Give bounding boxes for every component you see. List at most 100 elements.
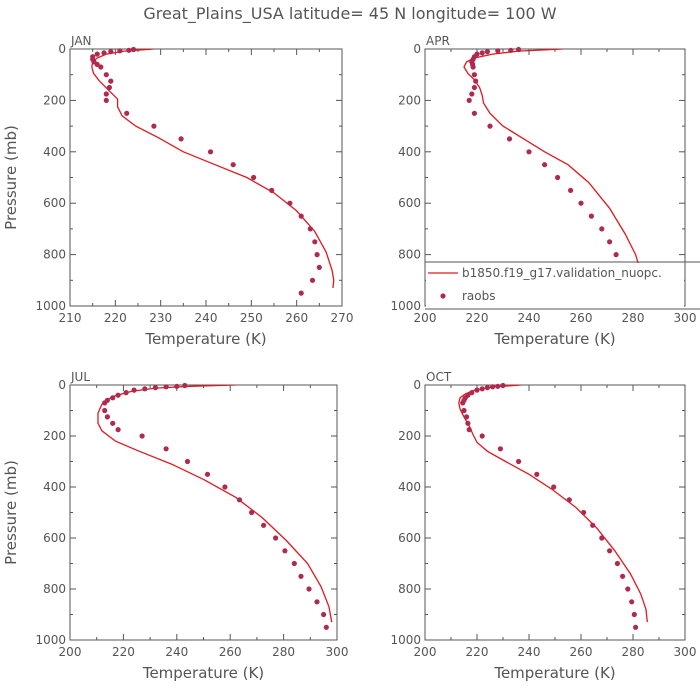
x-tick-label: 220 xyxy=(466,645,489,659)
obs-point xyxy=(534,471,540,477)
obs-point xyxy=(124,110,130,116)
obs-point xyxy=(287,200,293,206)
panel-jul: JUL 200 220 240 260 280 300 0 200 400 600 800 1000 Te… xyxy=(2,370,348,682)
obs-point xyxy=(309,277,316,283)
obs-point xyxy=(101,50,107,56)
obs-point xyxy=(126,47,132,53)
y-tick-label: 1000 xyxy=(390,633,421,647)
y-tick-label: 200 xyxy=(43,429,66,443)
figure-title: Great_Plains_USA latitude= 45 N longitud… xyxy=(143,4,556,24)
obs-point xyxy=(474,387,480,393)
obs-point xyxy=(581,509,587,516)
obs-point xyxy=(251,174,257,181)
y-tick-label: 800 xyxy=(398,248,421,262)
obs-point xyxy=(178,136,184,142)
x-tick-label: 260 xyxy=(285,311,308,325)
obs-point xyxy=(123,390,129,396)
x-tick-label: 200 xyxy=(414,645,437,659)
x-tick-label: 240 xyxy=(195,311,218,325)
obs-point xyxy=(495,48,501,54)
obs-point xyxy=(117,48,123,54)
obs-point xyxy=(108,49,114,55)
x-axis-label: Temperature (K) xyxy=(144,330,266,348)
obs-point xyxy=(110,420,116,426)
panel-jan: JAN 210 220 230 240 250 260 270 0 200 400 600 800 100… xyxy=(2,34,353,348)
obs-point xyxy=(526,149,532,155)
plot-frame xyxy=(69,384,338,641)
model-series-line xyxy=(97,385,333,623)
legend-obs-swatch xyxy=(440,293,446,299)
x-tick-label: 220 xyxy=(104,311,127,325)
obs-point xyxy=(207,149,214,155)
y-tick-label: 800 xyxy=(398,582,421,596)
obs-point xyxy=(307,226,313,232)
y-tick-label: 600 xyxy=(398,196,421,210)
y-axis-label: Pressure (mb) xyxy=(2,125,20,230)
obs-point xyxy=(323,624,329,630)
x-tick-label: 240 xyxy=(518,645,541,659)
obs-point xyxy=(103,72,109,78)
model-series-line xyxy=(458,385,648,623)
obs-point xyxy=(163,446,169,452)
obs-point xyxy=(314,599,320,605)
obs-point xyxy=(306,586,312,592)
obs-point xyxy=(479,433,485,439)
x-tick-label: 220 xyxy=(466,311,489,325)
x-tick-label: 300 xyxy=(326,645,349,659)
panel-label: JAN xyxy=(70,34,92,48)
obs-point xyxy=(607,239,613,245)
obs-point xyxy=(139,433,145,439)
obs-point xyxy=(470,64,476,70)
x-tick-label: 300 xyxy=(674,645,697,659)
obs-point xyxy=(142,386,148,392)
y-tick-label: 400 xyxy=(43,480,66,494)
obs-point xyxy=(461,407,467,414)
obs-point xyxy=(106,84,112,91)
y-tick-label: 200 xyxy=(398,429,421,443)
obs-point xyxy=(314,252,320,258)
y-tick-label: 600 xyxy=(43,196,66,210)
obs-point xyxy=(633,624,639,630)
obs-point xyxy=(152,385,158,391)
x-tick-label: 260 xyxy=(219,645,242,659)
obs-point xyxy=(316,264,322,270)
x-tick-label: 300 xyxy=(674,311,697,325)
obs-point xyxy=(249,509,255,516)
x-tick-label: 280 xyxy=(622,311,645,325)
obs-point xyxy=(588,213,595,219)
obs-point xyxy=(273,535,279,541)
obs-point xyxy=(298,290,304,296)
obs-point xyxy=(182,382,188,389)
y-tick-label: 200 xyxy=(398,93,421,107)
obs-point xyxy=(599,535,605,541)
obs-point xyxy=(497,446,503,452)
panels: JAN 210 220 230 240 250 260 270 0 200 400 600 800 100… xyxy=(2,34,700,682)
legend-obs-label: raobs xyxy=(462,289,496,303)
obs-point xyxy=(98,64,104,70)
panel-label: APR xyxy=(426,34,450,48)
obs-point xyxy=(130,46,137,53)
x-tick-label: 230 xyxy=(149,311,172,325)
obs-point xyxy=(110,395,116,401)
obs-point xyxy=(163,384,169,390)
obs-point xyxy=(465,420,471,426)
obs-point xyxy=(508,47,514,53)
obs-point xyxy=(500,382,506,389)
y-tick-label: 200 xyxy=(43,93,66,107)
obs-point xyxy=(269,187,275,193)
y-tick-label: 1000 xyxy=(35,633,66,647)
panel-label: OCT xyxy=(426,370,452,384)
obs-point xyxy=(102,407,108,414)
obs-point xyxy=(298,213,304,219)
obs-point xyxy=(555,174,561,181)
y-tick-label: 600 xyxy=(43,531,66,545)
obs-point xyxy=(174,383,180,389)
x-axis-label: Temperature (K) xyxy=(493,330,615,348)
y-tick-label: 1000 xyxy=(35,299,66,313)
obs-point xyxy=(104,414,110,420)
legend-background xyxy=(426,263,684,308)
obs-point xyxy=(631,611,637,618)
obs-point xyxy=(578,200,584,206)
obs-point xyxy=(490,384,496,390)
x-tick-label: 240 xyxy=(518,311,541,325)
